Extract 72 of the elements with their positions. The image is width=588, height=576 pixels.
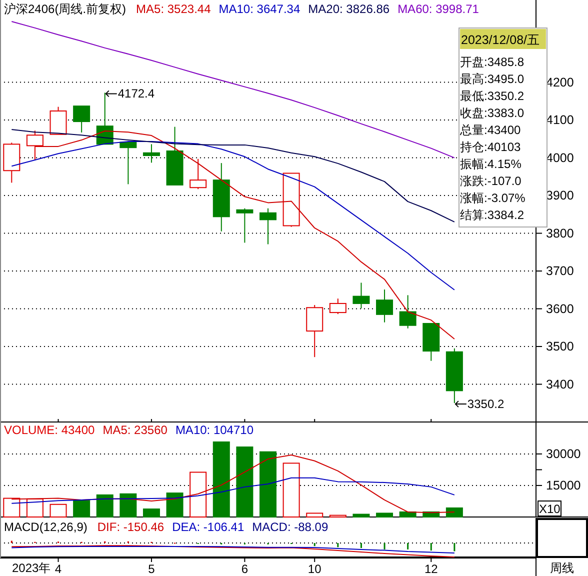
annotation: 收盘:3383.0 xyxy=(460,106,524,120)
candlestick xyxy=(166,126,184,186)
text: 周线 xyxy=(550,561,574,575)
text: MA10: 104710 xyxy=(175,423,254,437)
bar xyxy=(260,451,276,518)
y-tick-label: 4000 xyxy=(546,150,574,165)
annotation: 涨跌:-107.0 xyxy=(460,174,522,188)
bar xyxy=(142,508,160,518)
annotation: 3350.2 xyxy=(467,397,504,412)
annotation: 最低:3350.2 xyxy=(460,89,524,103)
series-label: DIF: -150.46 xyxy=(97,520,164,534)
chart-title: MACD(12,26,9) xyxy=(4,520,88,534)
bar xyxy=(3,498,20,518)
text: MA20: 3826.86 xyxy=(308,2,390,16)
bar xyxy=(26,498,44,518)
annotation: 振幅:4.15% xyxy=(460,157,522,171)
annotation: 开盘:3485.8 xyxy=(460,55,524,69)
candlestick xyxy=(120,142,137,185)
candlestick xyxy=(212,162,230,232)
text: 2023/12/08/五 xyxy=(461,33,540,47)
y-tick-label: 4200 xyxy=(546,75,574,90)
bar xyxy=(212,441,230,518)
bar xyxy=(236,446,254,518)
x-tick-label: 10 xyxy=(308,562,322,576)
bar xyxy=(96,494,114,518)
annotation: 总量:43400 xyxy=(459,123,522,137)
series-label: MACD: -88.09 xyxy=(252,520,328,534)
y-tick-label: 3700 xyxy=(546,264,574,278)
bar xyxy=(376,512,394,518)
annotation: 4172.4 xyxy=(118,86,155,101)
text: MA60: 3998.71 xyxy=(398,2,480,16)
line-series xyxy=(11,21,455,158)
line-series xyxy=(11,477,455,504)
y-tick-label: 3400 xyxy=(546,377,574,392)
bar xyxy=(50,504,67,518)
x-axis-title: 2023年 xyxy=(12,561,51,575)
text: MA10: 3647.34 xyxy=(218,2,300,16)
y-tick-label: 4100 xyxy=(546,113,574,128)
text: MA5: 23560 xyxy=(102,423,168,437)
bar xyxy=(446,507,463,518)
annotation: 最高:3495.0 xyxy=(460,72,524,86)
text: VOLUME: 43400 xyxy=(4,423,96,437)
y-tick-label: 15000 xyxy=(546,478,581,492)
bar xyxy=(352,514,370,518)
candlestick xyxy=(73,106,90,133)
bar xyxy=(73,500,90,518)
x-tick-label: 12 xyxy=(424,562,438,576)
chart-title: 沪深2406(周线.前复权) xyxy=(4,2,126,16)
annotation: 涨幅:-3.07% xyxy=(460,191,526,205)
bar xyxy=(166,492,184,518)
x-tick-label: 6 xyxy=(241,562,248,576)
y-tick-label: 30000 xyxy=(546,446,581,461)
annotation: 持仓:40103 xyxy=(460,140,522,154)
candlestick xyxy=(352,282,370,309)
candlestick xyxy=(142,144,160,164)
bar xyxy=(306,512,324,518)
candlestick xyxy=(422,322,440,362)
bar xyxy=(282,462,300,518)
x-tick-label: 4 xyxy=(54,562,62,576)
bar xyxy=(120,493,137,518)
bar xyxy=(399,511,416,518)
y-tick-label: 3900 xyxy=(546,188,574,203)
text: MA5: 3523.44 xyxy=(136,2,212,16)
y-tick-label: 3600 xyxy=(546,302,574,316)
bar xyxy=(190,472,207,518)
y-tick-label: 3800 xyxy=(546,226,574,240)
y-tick-label: 3500 xyxy=(546,340,574,354)
x-tick-label: 5 xyxy=(148,562,156,576)
series-label: DEA: -106.41 xyxy=(172,520,244,534)
text: X10 xyxy=(539,502,561,516)
annotation: 结算:3384.2 xyxy=(460,208,524,222)
candlestick xyxy=(376,289,394,323)
